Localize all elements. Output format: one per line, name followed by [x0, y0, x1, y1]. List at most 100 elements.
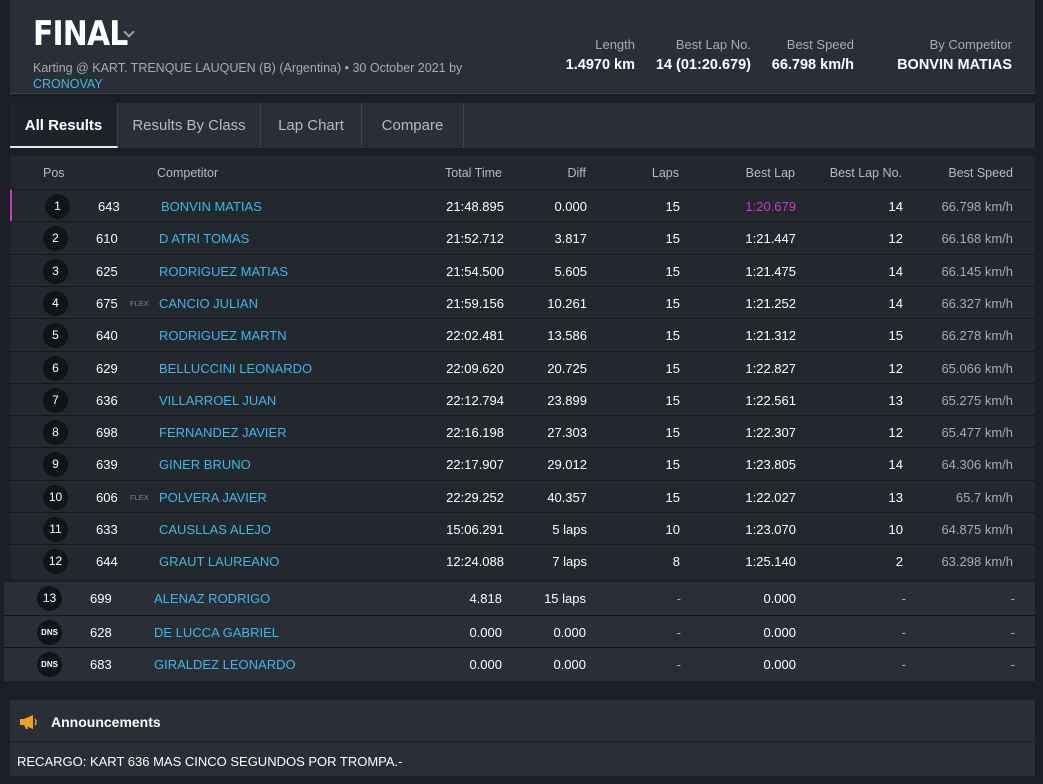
best-lap-no: - [901, 591, 906, 606]
col-pos[interactable]: Pos [43, 166, 65, 180]
laps: 15 [665, 392, 680, 408]
total-time: 21:54.500 [446, 263, 504, 279]
tab-lap-chart[interactable]: Lap Chart [261, 103, 362, 148]
table-row[interactable]: DNS 683 GIRALDEZ LEONARDO 0.000 0.000 - 0.000 -… [4, 647, 1035, 680]
position-badge: 13 [37, 586, 62, 611]
tab-results-by-class[interactable]: Results By Class [118, 103, 261, 148]
table-row[interactable]: 4 675 FLEX CANCIO JULIAN 21:59.156 10.261 15 1:… [10, 285, 1035, 318]
best-lap-no: 14 [888, 263, 903, 279]
competitor-name[interactable]: BELLUCCINI LEONARDO [159, 360, 313, 376]
best-lap: 0.000 [763, 624, 796, 640]
kart-number: 629 [96, 360, 118, 376]
best-speed: 65.477 km/h [941, 425, 1013, 441]
col-best-lap-no[interactable]: Best Lap No. [829, 166, 902, 180]
best-speed: 63.298 km/h [941, 554, 1013, 570]
table-row[interactable]: 11 633 CAUSLLAS ALEJO 15:06.291 5 laps 10 1:23… [10, 512, 1035, 544]
competitor-name[interactable]: RODRIGUEZ MATIAS [159, 263, 289, 279]
competitor-name[interactable]: RODRIGUEZ MARTN [159, 328, 287, 344]
table-row[interactable]: 3 625 RODRIGUEZ MATIAS 21:54.500 5.605 15 1:21… [10, 253, 1035, 286]
diff: 15 laps [544, 591, 586, 606]
competitor-name[interactable]: POLVERA JAVIER [159, 489, 267, 505]
best-speed: - [1010, 657, 1015, 672]
col-best-lap[interactable]: Best Lap [745, 166, 795, 180]
table-row[interactable]: 12 644 GRAUT LAUREANO 12:24.088 7 laps 8 1:25.… [10, 544, 1035, 576]
best-lap-no: 13 [888, 489, 903, 505]
table-row[interactable]: 9 639 GINER BRUNO 22:17.907 29.012 15 1:23.805… [10, 447, 1035, 479]
col-best-speed[interactable]: Best Speed [948, 166, 1013, 180]
competitor-name[interactable]: GIRALDEZ LEONARDO [154, 657, 296, 672]
diff: 20.725 [547, 360, 587, 376]
title-wrap[interactable]: FINAL [33, 14, 140, 54]
competitor-name[interactable]: GINER BRUNO [159, 457, 251, 473]
tab-all-results[interactable]: All Results [10, 103, 118, 148]
timing-provider-link[interactable]: CRONOVAY [33, 77, 103, 91]
col-laps[interactable]: Laps [651, 166, 679, 180]
competitor-name[interactable]: FERNANDEZ JAVIER [159, 425, 287, 441]
total-time: 0.000 [469, 624, 502, 640]
event-header: FINAL Karting @ KART. TRENQUE LAUQUEN (B… [10, 0, 1035, 94]
kart-number: 625 [96, 263, 118, 279]
table-row[interactable]: DNS 628 DE LUCCA GABRIEL 0.000 0.000 - 0.000 - - [4, 614, 1035, 648]
position-badge: 12 [43, 549, 68, 575]
table-row[interactable]: 8 698 FERNANDEZ JAVIER 22:16.198 27.303 15 1:2… [10, 415, 1035, 447]
competitor-name[interactable]: GRAUT LAUREANO [159, 554, 280, 570]
laps: 15 [665, 295, 680, 311]
laps: 8 [672, 554, 680, 570]
competitor-name[interactable]: VILLARROEL JUAN [159, 392, 277, 408]
table-row[interactable]: 5 640 RODRIGUEZ MARTN 22:02.481 13.586 15 1:21… [10, 318, 1035, 350]
laps: 15 [665, 231, 680, 247]
kart-number: 610 [96, 231, 118, 247]
best-lap: 1:21.252 [745, 295, 796, 311]
position-badge: DNS [37, 619, 62, 645]
position-badge: 2 [43, 226, 68, 252]
laps: 15 [665, 425, 680, 441]
best-lap: 1:22.307 [745, 425, 796, 441]
total-time: 22:29.252 [446, 489, 504, 505]
best-speed: 65.7 km/h [955, 489, 1013, 505]
best-speed: 66.168 km/h [941, 231, 1013, 247]
col-total-time[interactable]: Total Time [445, 166, 502, 180]
competitor-name[interactable]: ALENAZ RODRIGO [154, 591, 271, 606]
best-lap: 1:23.070 [745, 522, 796, 537]
table-row[interactable]: 13 699 ALENAZ RODRIGO 4.818 15 laps - 0.000 - - [4, 582, 1035, 615]
best-lap-no: 12 [888, 231, 903, 247]
position-badge: 5 [43, 323, 68, 349]
table-row[interactable]: 6 629 BELLUCCINI LEONARDO 22:09.620 20.725 15… [10, 350, 1035, 383]
kart-number: 633 [96, 522, 118, 537]
table-row[interactable]: 1 643 BONVIN MATIAS 21:48.895 0.000 15 1:20.67… [10, 189, 1035, 221]
tab-compare[interactable]: Compare [362, 103, 464, 148]
best-speed: - [1010, 591, 1015, 606]
best-lap: 0.000 [763, 591, 796, 606]
best-speed: 64.306 km/h [941, 457, 1013, 473]
best-lap-no: 12 [888, 425, 903, 441]
table-row[interactable]: 7 636 VILLARROEL JUAN 22:12.794 23.899 15 1:22… [10, 382, 1035, 415]
megaphone-icon [20, 715, 37, 729]
event-info: Karting @ KART. TRENQUE LAUQUEN (B) (Arg… [33, 61, 463, 75]
best-lap: 1:20.679 [745, 199, 796, 214]
diff: 27.303 [547, 425, 587, 441]
total-time: 21:48.895 [446, 199, 504, 214]
best-lap-no: 15 [888, 328, 903, 344]
best-lap: 0.000 [763, 657, 796, 672]
position-badge: 9 [43, 452, 68, 478]
class-tag: FLEX [130, 298, 149, 308]
best-speed: 66.278 km/h [941, 328, 1013, 344]
best-lap-no: - [901, 624, 906, 640]
best-lap-no: 14 [888, 199, 903, 214]
competitor-name[interactable]: DE LUCCA GABRIEL [154, 624, 279, 640]
kart-number: 636 [96, 392, 118, 408]
competitor-name[interactable]: CAUSLLAS ALEJO [159, 522, 271, 537]
best-speed: 66.327 km/h [941, 295, 1013, 311]
table-row[interactable]: 2 610 D ATRI TOMAS 21:52.712 3.817 15 1:21.447… [10, 221, 1035, 253]
table-row[interactable]: 10 606 FLEX POLVERA JAVIER 22:29.252 40.357 15… [10, 479, 1035, 512]
competitor-name[interactable]: CANCIO JULIAN [159, 295, 258, 311]
table-header: Pos Competitor Total Time Diff Laps Best… [10, 156, 1035, 189]
competitor-name[interactable]: D ATRI TOMAS [159, 231, 250, 247]
best-speed: 65.066 km/h [941, 360, 1013, 376]
competitor-name[interactable]: BONVIN MATIAS [161, 199, 262, 214]
col-competitor[interactable]: Competitor [157, 166, 219, 180]
total-time: 4.818 [469, 591, 502, 606]
col-diff[interactable]: Diff [567, 166, 586, 180]
position-badge: 10 [43, 484, 68, 510]
total-time: 15:06.291 [446, 522, 504, 537]
